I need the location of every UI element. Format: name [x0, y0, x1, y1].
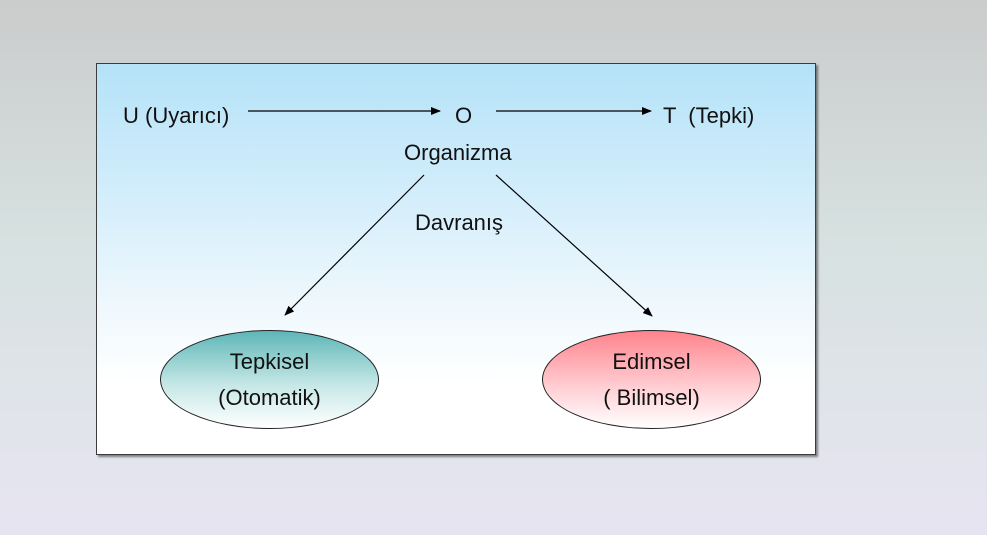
operant-behavior-ellipse: Edimsel ( Bilimsel) — [542, 330, 761, 429]
respondent-subtitle: (Otomatik) — [218, 384, 321, 410]
response-label: T (Tepki) — [663, 103, 755, 128]
behavior-label: Davranış — [415, 210, 504, 235]
respondent-title: Tepkisel — [229, 348, 310, 374]
arrow-organism-to-respondent — [284, 174, 425, 316]
respondent-behavior-ellipse: Tepkisel (Otomatik) — [160, 330, 379, 429]
stimulus-label: U (Uyarıcı) — [123, 103, 230, 128]
organism-label: Organizma — [404, 140, 512, 165]
operant-title: Edimsel — [612, 348, 691, 374]
operant-subtitle: ( Bilimsel) — [603, 384, 700, 410]
organism-symbol: O — [455, 103, 473, 128]
arrow-organism-to-operant — [495, 174, 653, 317]
